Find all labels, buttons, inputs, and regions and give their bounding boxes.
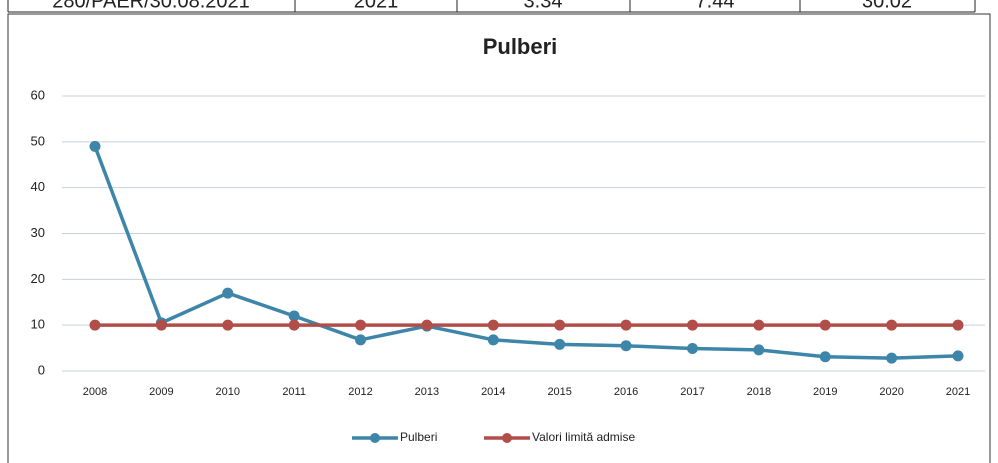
x-tick-label: 2017 — [680, 386, 704, 398]
data-point — [686, 343, 698, 355]
data-point — [222, 287, 234, 299]
data-point — [686, 319, 698, 331]
x-tick-label: 2015 — [547, 386, 571, 398]
data-point — [554, 338, 566, 350]
data-point — [155, 319, 167, 331]
data-point — [355, 319, 367, 331]
data-point — [753, 344, 765, 356]
data-point — [288, 310, 300, 322]
x-tick-label: 2020 — [879, 386, 903, 398]
data-point — [886, 319, 898, 331]
data-point — [952, 319, 964, 331]
data-point — [487, 319, 499, 331]
data-point — [288, 319, 300, 331]
legend-marker — [502, 433, 512, 443]
series-line — [93, 145, 959, 360]
x-tick-label: 2010 — [216, 386, 240, 398]
chart-frame — [7, 13, 991, 463]
data-point — [487, 334, 499, 346]
data-point — [222, 319, 234, 331]
x-tick-label: 2013 — [415, 386, 439, 398]
data-point — [620, 340, 632, 352]
table-cell: 280/PAER/30.08.2021 — [52, 0, 250, 12]
x-tick-label: 2011 — [282, 386, 306, 398]
y-tick-label: 30 — [31, 225, 45, 240]
x-tick-label: 2019 — [813, 386, 837, 398]
chart-title: Pulberi — [483, 34, 558, 59]
data-point — [89, 140, 101, 152]
table-cell: 3.34 — [524, 0, 563, 12]
x-tick-label: 2016 — [614, 386, 638, 398]
data-point — [554, 319, 566, 331]
data-point — [421, 319, 433, 331]
y-tick-label: 60 — [31, 87, 45, 102]
data-point — [819, 319, 831, 331]
y-tick-label: 50 — [31, 133, 45, 148]
data-point — [355, 334, 367, 346]
x-tick-label: 2021 — [946, 386, 970, 398]
x-tick-label: 2014 — [481, 386, 505, 398]
x-tick-label: 2008 — [83, 386, 107, 398]
data-point — [952, 350, 964, 362]
x-tick-label: 2012 — [348, 386, 372, 398]
x-tick-label: 2009 — [149, 386, 173, 398]
y-tick-label: 40 — [31, 179, 45, 194]
data-point — [620, 319, 632, 331]
legend-marker — [370, 433, 380, 443]
table-cell: 30.02 — [862, 0, 912, 12]
y-tick-label: 10 — [31, 317, 45, 332]
data-point — [886, 352, 898, 364]
x-tick-label: 2018 — [747, 386, 771, 398]
legend-label: Pulberi — [400, 430, 437, 444]
data-point — [753, 319, 765, 331]
table-row — [7, 0, 976, 13]
data-point — [819, 351, 831, 363]
table-cell: 2021 — [354, 0, 399, 12]
data-point — [89, 319, 101, 331]
table-cell: 7.44 — [696, 0, 735, 12]
y-tick-label: 0 — [38, 362, 45, 377]
y-tick-label: 20 — [31, 271, 45, 286]
legend-label: Valori limită admise — [532, 430, 635, 444]
